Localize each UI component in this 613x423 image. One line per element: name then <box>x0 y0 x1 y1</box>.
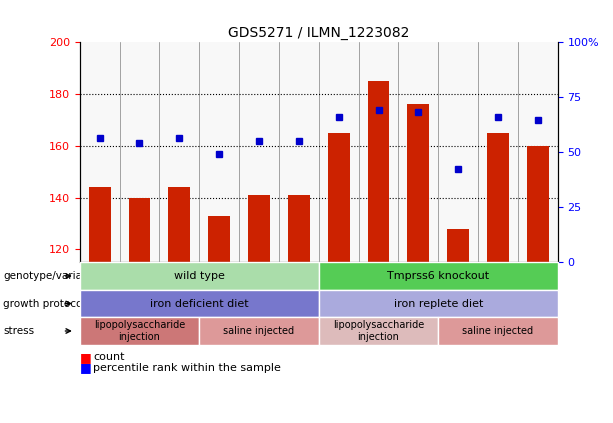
Bar <box>248 195 270 262</box>
Text: lipopolysaccharide
injection: lipopolysaccharide injection <box>94 320 185 342</box>
Bar <box>487 133 509 262</box>
Bar <box>208 216 230 262</box>
Text: ■: ■ <box>80 362 91 374</box>
Text: percentile rank within the sample: percentile rank within the sample <box>93 363 281 373</box>
Text: iron deficient diet: iron deficient diet <box>150 299 248 308</box>
Text: iron replete diet: iron replete diet <box>394 299 483 308</box>
Text: genotype/variation: genotype/variation <box>3 271 102 281</box>
Bar <box>89 187 110 262</box>
Bar <box>527 146 549 262</box>
Text: saline injected: saline injected <box>223 326 295 336</box>
Text: count: count <box>93 352 124 363</box>
Text: growth protocol: growth protocol <box>3 299 85 308</box>
Text: saline injected: saline injected <box>462 326 534 336</box>
Text: wild type: wild type <box>174 271 224 281</box>
Text: ■: ■ <box>80 351 91 364</box>
Title: GDS5271 / ILMN_1223082: GDS5271 / ILMN_1223082 <box>228 26 409 40</box>
Bar <box>328 133 349 262</box>
Text: lipopolysaccharide
injection: lipopolysaccharide injection <box>333 320 424 342</box>
Bar <box>447 228 469 262</box>
Text: Tmprss6 knockout: Tmprss6 knockout <box>387 271 489 281</box>
Bar <box>408 104 429 262</box>
Bar <box>288 195 310 262</box>
Bar <box>169 187 190 262</box>
Bar <box>129 198 150 262</box>
Bar <box>368 81 389 262</box>
Text: stress: stress <box>3 326 34 336</box>
